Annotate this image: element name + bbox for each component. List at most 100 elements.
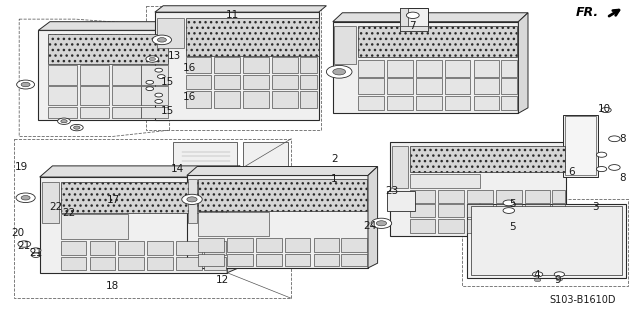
Bar xyxy=(400,8,428,31)
Bar xyxy=(474,78,499,94)
Bar xyxy=(387,60,413,77)
Bar xyxy=(157,18,184,48)
Bar xyxy=(300,57,317,73)
Bar xyxy=(416,78,442,94)
Bar xyxy=(438,190,464,203)
Text: FR.: FR. xyxy=(576,6,599,19)
Bar xyxy=(272,75,298,89)
Polygon shape xyxy=(40,166,240,177)
Polygon shape xyxy=(333,13,528,22)
Bar xyxy=(387,191,415,211)
Bar xyxy=(112,65,141,85)
Bar xyxy=(285,254,310,266)
Bar xyxy=(173,142,237,169)
Bar xyxy=(410,204,435,217)
Circle shape xyxy=(146,87,154,91)
Text: 16: 16 xyxy=(183,92,196,102)
Bar xyxy=(80,65,109,85)
Polygon shape xyxy=(38,22,179,30)
Bar xyxy=(243,142,288,169)
Circle shape xyxy=(74,126,80,129)
Text: 5: 5 xyxy=(509,198,515,209)
Bar xyxy=(314,254,339,266)
Bar xyxy=(141,65,168,85)
Circle shape xyxy=(554,272,564,277)
Bar xyxy=(147,257,173,270)
Bar xyxy=(186,18,319,56)
Bar xyxy=(525,190,550,203)
Bar xyxy=(256,254,282,266)
Bar xyxy=(552,219,565,233)
Bar xyxy=(61,214,128,239)
Bar xyxy=(227,238,253,252)
Bar xyxy=(186,75,211,89)
Text: 13: 13 xyxy=(168,51,180,61)
Circle shape xyxy=(556,278,563,281)
Bar xyxy=(410,219,435,233)
Bar xyxy=(416,96,442,110)
Bar xyxy=(387,78,413,94)
Text: 9: 9 xyxy=(555,275,561,285)
Bar xyxy=(333,22,518,113)
Text: 19: 19 xyxy=(15,162,28,172)
Bar xyxy=(186,91,211,108)
Circle shape xyxy=(596,167,607,172)
Bar xyxy=(438,219,464,233)
Polygon shape xyxy=(187,167,378,175)
Circle shape xyxy=(70,124,83,131)
Text: 15: 15 xyxy=(161,106,173,116)
Bar xyxy=(410,146,565,172)
Circle shape xyxy=(21,82,30,87)
Polygon shape xyxy=(368,167,378,268)
Bar xyxy=(392,146,408,188)
Bar xyxy=(176,257,202,270)
Text: 1: 1 xyxy=(331,174,337,184)
Bar xyxy=(186,57,211,73)
Text: S103-B1610D: S103-B1610D xyxy=(549,295,616,305)
Bar xyxy=(563,115,598,177)
Circle shape xyxy=(609,165,620,170)
Text: 21: 21 xyxy=(18,241,31,251)
Bar xyxy=(525,204,550,217)
Circle shape xyxy=(31,248,41,253)
Bar xyxy=(471,206,622,275)
Bar xyxy=(387,96,413,110)
Bar xyxy=(552,190,565,203)
Bar xyxy=(155,12,319,120)
Bar xyxy=(48,107,77,118)
Text: 8: 8 xyxy=(619,134,625,144)
Bar xyxy=(188,179,197,223)
Bar xyxy=(256,238,282,252)
Bar xyxy=(416,60,442,77)
Bar xyxy=(300,91,317,108)
Bar xyxy=(227,254,253,266)
Text: 2: 2 xyxy=(331,154,337,165)
Circle shape xyxy=(326,65,352,78)
Circle shape xyxy=(155,100,163,103)
Text: 12: 12 xyxy=(216,275,229,285)
Circle shape xyxy=(58,118,70,124)
Circle shape xyxy=(601,108,611,113)
Bar xyxy=(61,182,226,213)
Polygon shape xyxy=(227,166,240,273)
Circle shape xyxy=(182,194,202,204)
Bar xyxy=(445,96,470,110)
Polygon shape xyxy=(518,13,528,113)
Bar xyxy=(198,179,367,211)
Circle shape xyxy=(503,200,515,206)
Bar xyxy=(147,241,173,255)
Bar xyxy=(61,241,86,255)
Bar xyxy=(112,107,141,118)
Bar xyxy=(204,241,226,255)
Bar xyxy=(118,257,144,270)
Text: 8: 8 xyxy=(619,173,625,183)
Bar xyxy=(40,177,227,273)
Bar xyxy=(118,241,144,255)
Bar xyxy=(341,238,367,252)
Text: 17: 17 xyxy=(108,195,120,205)
Circle shape xyxy=(157,75,165,78)
Bar xyxy=(438,204,464,217)
Bar xyxy=(358,78,384,94)
Bar xyxy=(38,30,168,120)
Circle shape xyxy=(532,272,543,277)
